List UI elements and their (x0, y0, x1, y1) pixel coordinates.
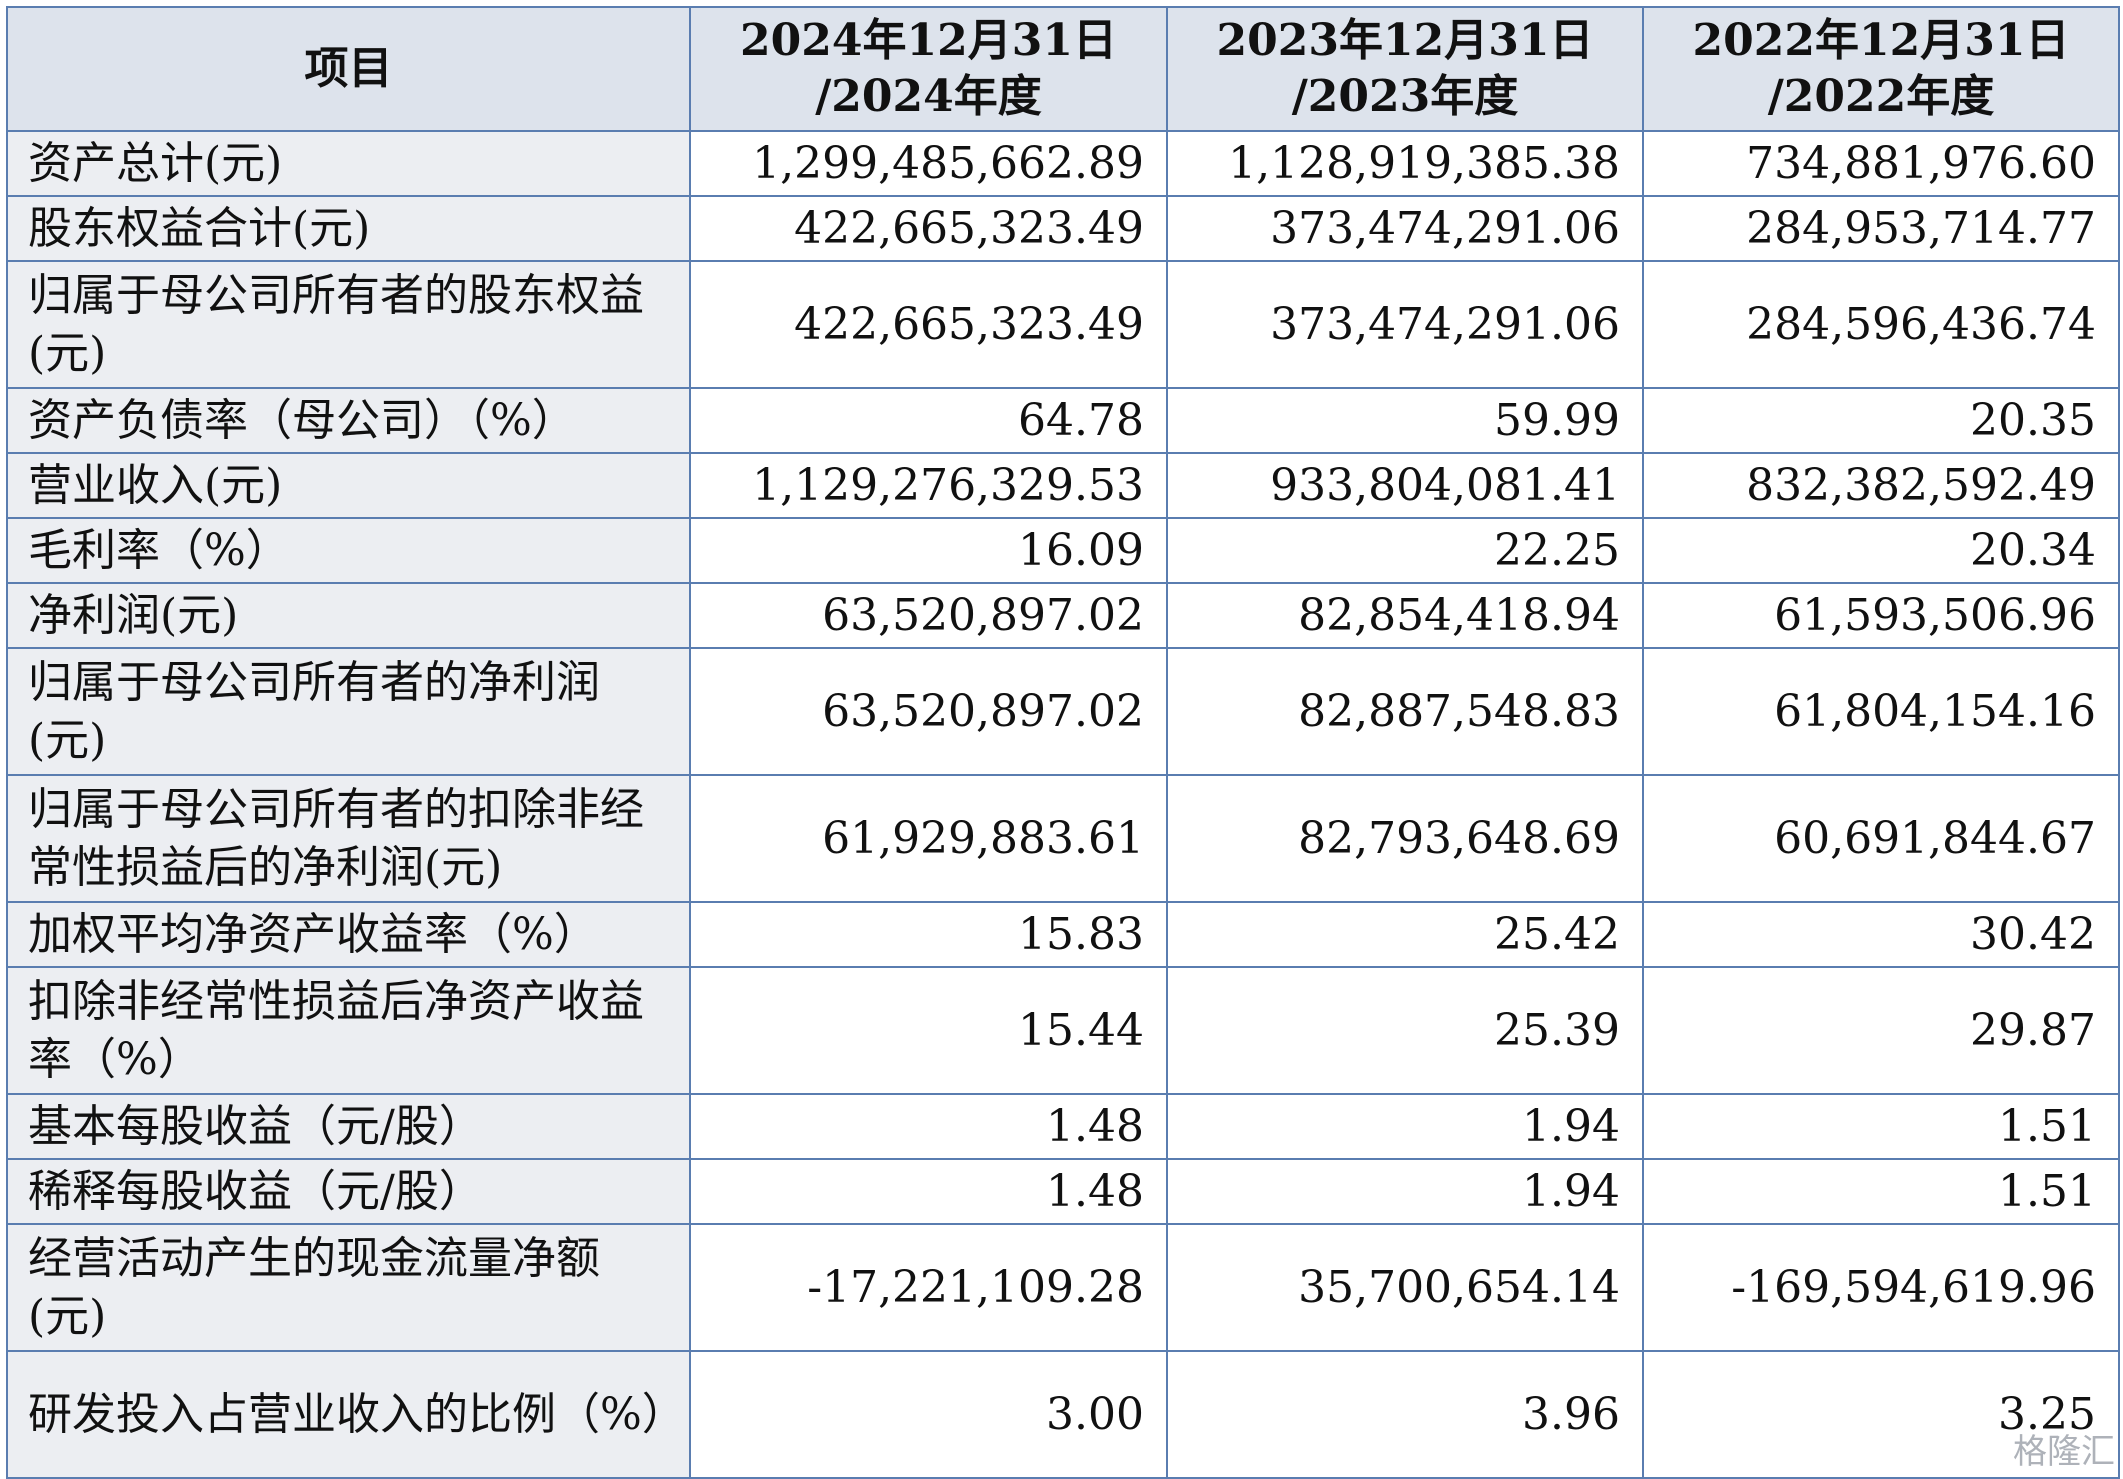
value-cell: 63,520,897.02 (689, 647, 1168, 776)
table-row: 加权平均净资产收益率（%） 15.83 25.42 30.42 (6, 901, 2120, 968)
row-label: 稀释每股收益（元/股） (6, 1158, 691, 1225)
value-cell: 1.51 (1642, 1093, 2120, 1160)
watermark: 格隆汇 (2013, 1432, 2115, 1472)
value-cell: 15.44 (689, 966, 1168, 1095)
value-cell: 1.48 (689, 1093, 1168, 1160)
value-cell: -169,594,619.96 (1642, 1223, 2120, 1352)
value-cell: 25.39 (1166, 966, 1644, 1095)
value-cell: 63,520,897.02 (689, 582, 1168, 649)
header-line: /2023年度 (1291, 71, 1519, 122)
value-cell: 35,700,654.14 (1166, 1223, 1644, 1352)
value-cell: 3.25 (1642, 1350, 2120, 1479)
value-cell: 29.87 (1642, 966, 2120, 1095)
value-cell: 20.35 (1642, 387, 2120, 454)
value-cell: -17,221,109.28 (689, 1223, 1168, 1352)
value-cell: 82,854,418.94 (1166, 582, 1644, 649)
table-row: 经营活动产生的现金流量净额(元) -17,221,109.28 35,700,654… (6, 1223, 2120, 1352)
table-row: 研发投入占营业收入的比例（%） 3.00 3.96 3.25 (6, 1350, 2120, 1479)
value-cell: 82,887,548.83 (1166, 647, 1644, 776)
value-cell: 25.42 (1166, 901, 1644, 968)
table-row: 毛利率（%） 16.09 22.25 20.34 (6, 517, 2120, 584)
table-row: 扣除非经常性损益后净资产收益率（%） 15.44 25.39 29.87 (6, 966, 2120, 1095)
header-cell: 2022年12月31日/2022年度 (1642, 6, 2120, 132)
value-cell: 59.99 (1166, 387, 1644, 454)
value-cell: 373,474,291.06 (1166, 260, 1644, 389)
table-row: 净利润(元) 63,520,897.02 82,854,418.94 61,593,5… (6, 582, 2120, 649)
header-row: 项目 2024年12月31日/2024年度 2023年12月31日/2023年度 20… (6, 6, 2120, 132)
value-cell: 16.09 (689, 517, 1168, 584)
value-cell: 284,953,714.77 (1642, 195, 2120, 262)
value-cell: 64.78 (689, 387, 1168, 454)
header-line: 2024年12月31日 (740, 15, 1117, 66)
row-label: 基本每股收益（元/股） (6, 1093, 691, 1160)
value-cell: 734,881,976.60 (1642, 130, 2120, 197)
row-label: 扣除非经常性损益后净资产收益率（%） (6, 966, 691, 1095)
row-label: 营业收入(元) (6, 452, 691, 519)
header-line: 项目 (304, 43, 393, 94)
table-row: 稀释每股收益（元/股） 1.48 1.94 1.51 (6, 1158, 2120, 1225)
header-line: /2024年度 (815, 71, 1042, 122)
table-row: 资产总计(元) 1,299,485,662.89 1,128,919,385.38 7… (6, 130, 2120, 197)
value-cell: 1.51 (1642, 1158, 2120, 1225)
header-cell: 项目 (6, 6, 691, 132)
row-label: 经营活动产生的现金流量净额(元) (6, 1223, 691, 1352)
value-cell: 1,128,919,385.38 (1166, 130, 1644, 197)
value-cell: 61,804,154.16 (1642, 647, 2120, 776)
value-cell: 22.25 (1166, 517, 1644, 584)
value-cell: 82,793,648.69 (1166, 774, 1644, 903)
header-cell: 2024年12月31日/2024年度 (689, 6, 1168, 132)
table-row: 营业收入(元) 1,129,276,329.53 933,804,081.41 832… (6, 452, 2120, 519)
row-label: 资产负债率（母公司）（%） (6, 387, 691, 454)
row-label: 研发投入占营业收入的比例（%） (6, 1350, 691, 1479)
financial-table: 项目 2024年12月31日/2024年度 2023年12月31日/2023年度 20… (6, 6, 2120, 1479)
value-cell: 1.94 (1166, 1093, 1644, 1160)
value-cell: 3.00 (689, 1350, 1168, 1479)
value-cell: 60,691,844.67 (1642, 774, 2120, 903)
value-cell: 373,474,291.06 (1166, 195, 1644, 262)
value-cell: 1,299,485,662.89 (689, 130, 1168, 197)
table-row: 归属于母公司所有者的股东权益(元) 422,665,323.49 373,474,2… (6, 260, 2120, 389)
value-cell: 1,129,276,329.53 (689, 452, 1168, 519)
value-cell: 284,596,436.74 (1642, 260, 2120, 389)
table-row: 基本每股收益（元/股） 1.48 1.94 1.51 (6, 1093, 2120, 1160)
row-label: 毛利率（%） (6, 517, 691, 584)
value-cell: 15.83 (689, 901, 1168, 968)
value-cell: 1.48 (689, 1158, 1168, 1225)
value-cell: 61,593,506.96 (1642, 582, 2120, 649)
value-cell: 3.96 (1166, 1350, 1644, 1479)
row-label: 归属于母公司所有者的扣除非经常性损益后的净利润(元) (6, 774, 691, 903)
value-cell: 20.34 (1642, 517, 2120, 584)
value-cell: 422,665,323.49 (689, 195, 1168, 262)
table-row: 股东权益合计(元) 422,665,323.49 373,474,291.06 284… (6, 195, 2120, 262)
row-label: 股东权益合计(元) (6, 195, 691, 262)
row-label: 加权平均净资产收益率（%） (6, 901, 691, 968)
header-line: 2022年12月31日 (1692, 15, 2070, 66)
value-cell: 933,804,081.41 (1166, 452, 1644, 519)
row-label: 资产总计(元) (6, 130, 691, 197)
value-cell: 61,929,883.61 (689, 774, 1168, 903)
row-label: 净利润(元) (6, 582, 691, 649)
table-row: 资产负债率（母公司）（%） 64.78 59.99 20.35 (6, 387, 2120, 454)
value-cell: 1.94 (1166, 1158, 1644, 1225)
header-cell: 2023年12月31日/2023年度 (1166, 6, 1644, 132)
value-cell: 30.42 (1642, 901, 2120, 968)
table-row: 归属于母公司所有者的扣除非经常性损益后的净利润(元) 61,929,883.61 8… (6, 774, 2120, 903)
row-label: 归属于母公司所有者的股东权益(元) (6, 260, 691, 389)
value-cell: 422,665,323.49 (689, 260, 1168, 389)
value-cell: 832,382,592.49 (1642, 452, 2120, 519)
header-line: 2023年12月31日 (1216, 15, 1594, 66)
row-label: 归属于母公司所有者的净利润(元) (6, 647, 691, 776)
header-line: /2022年度 (1767, 71, 1995, 122)
table-row: 归属于母公司所有者的净利润(元) 63,520,897.02 82,887,548.… (6, 647, 2120, 776)
